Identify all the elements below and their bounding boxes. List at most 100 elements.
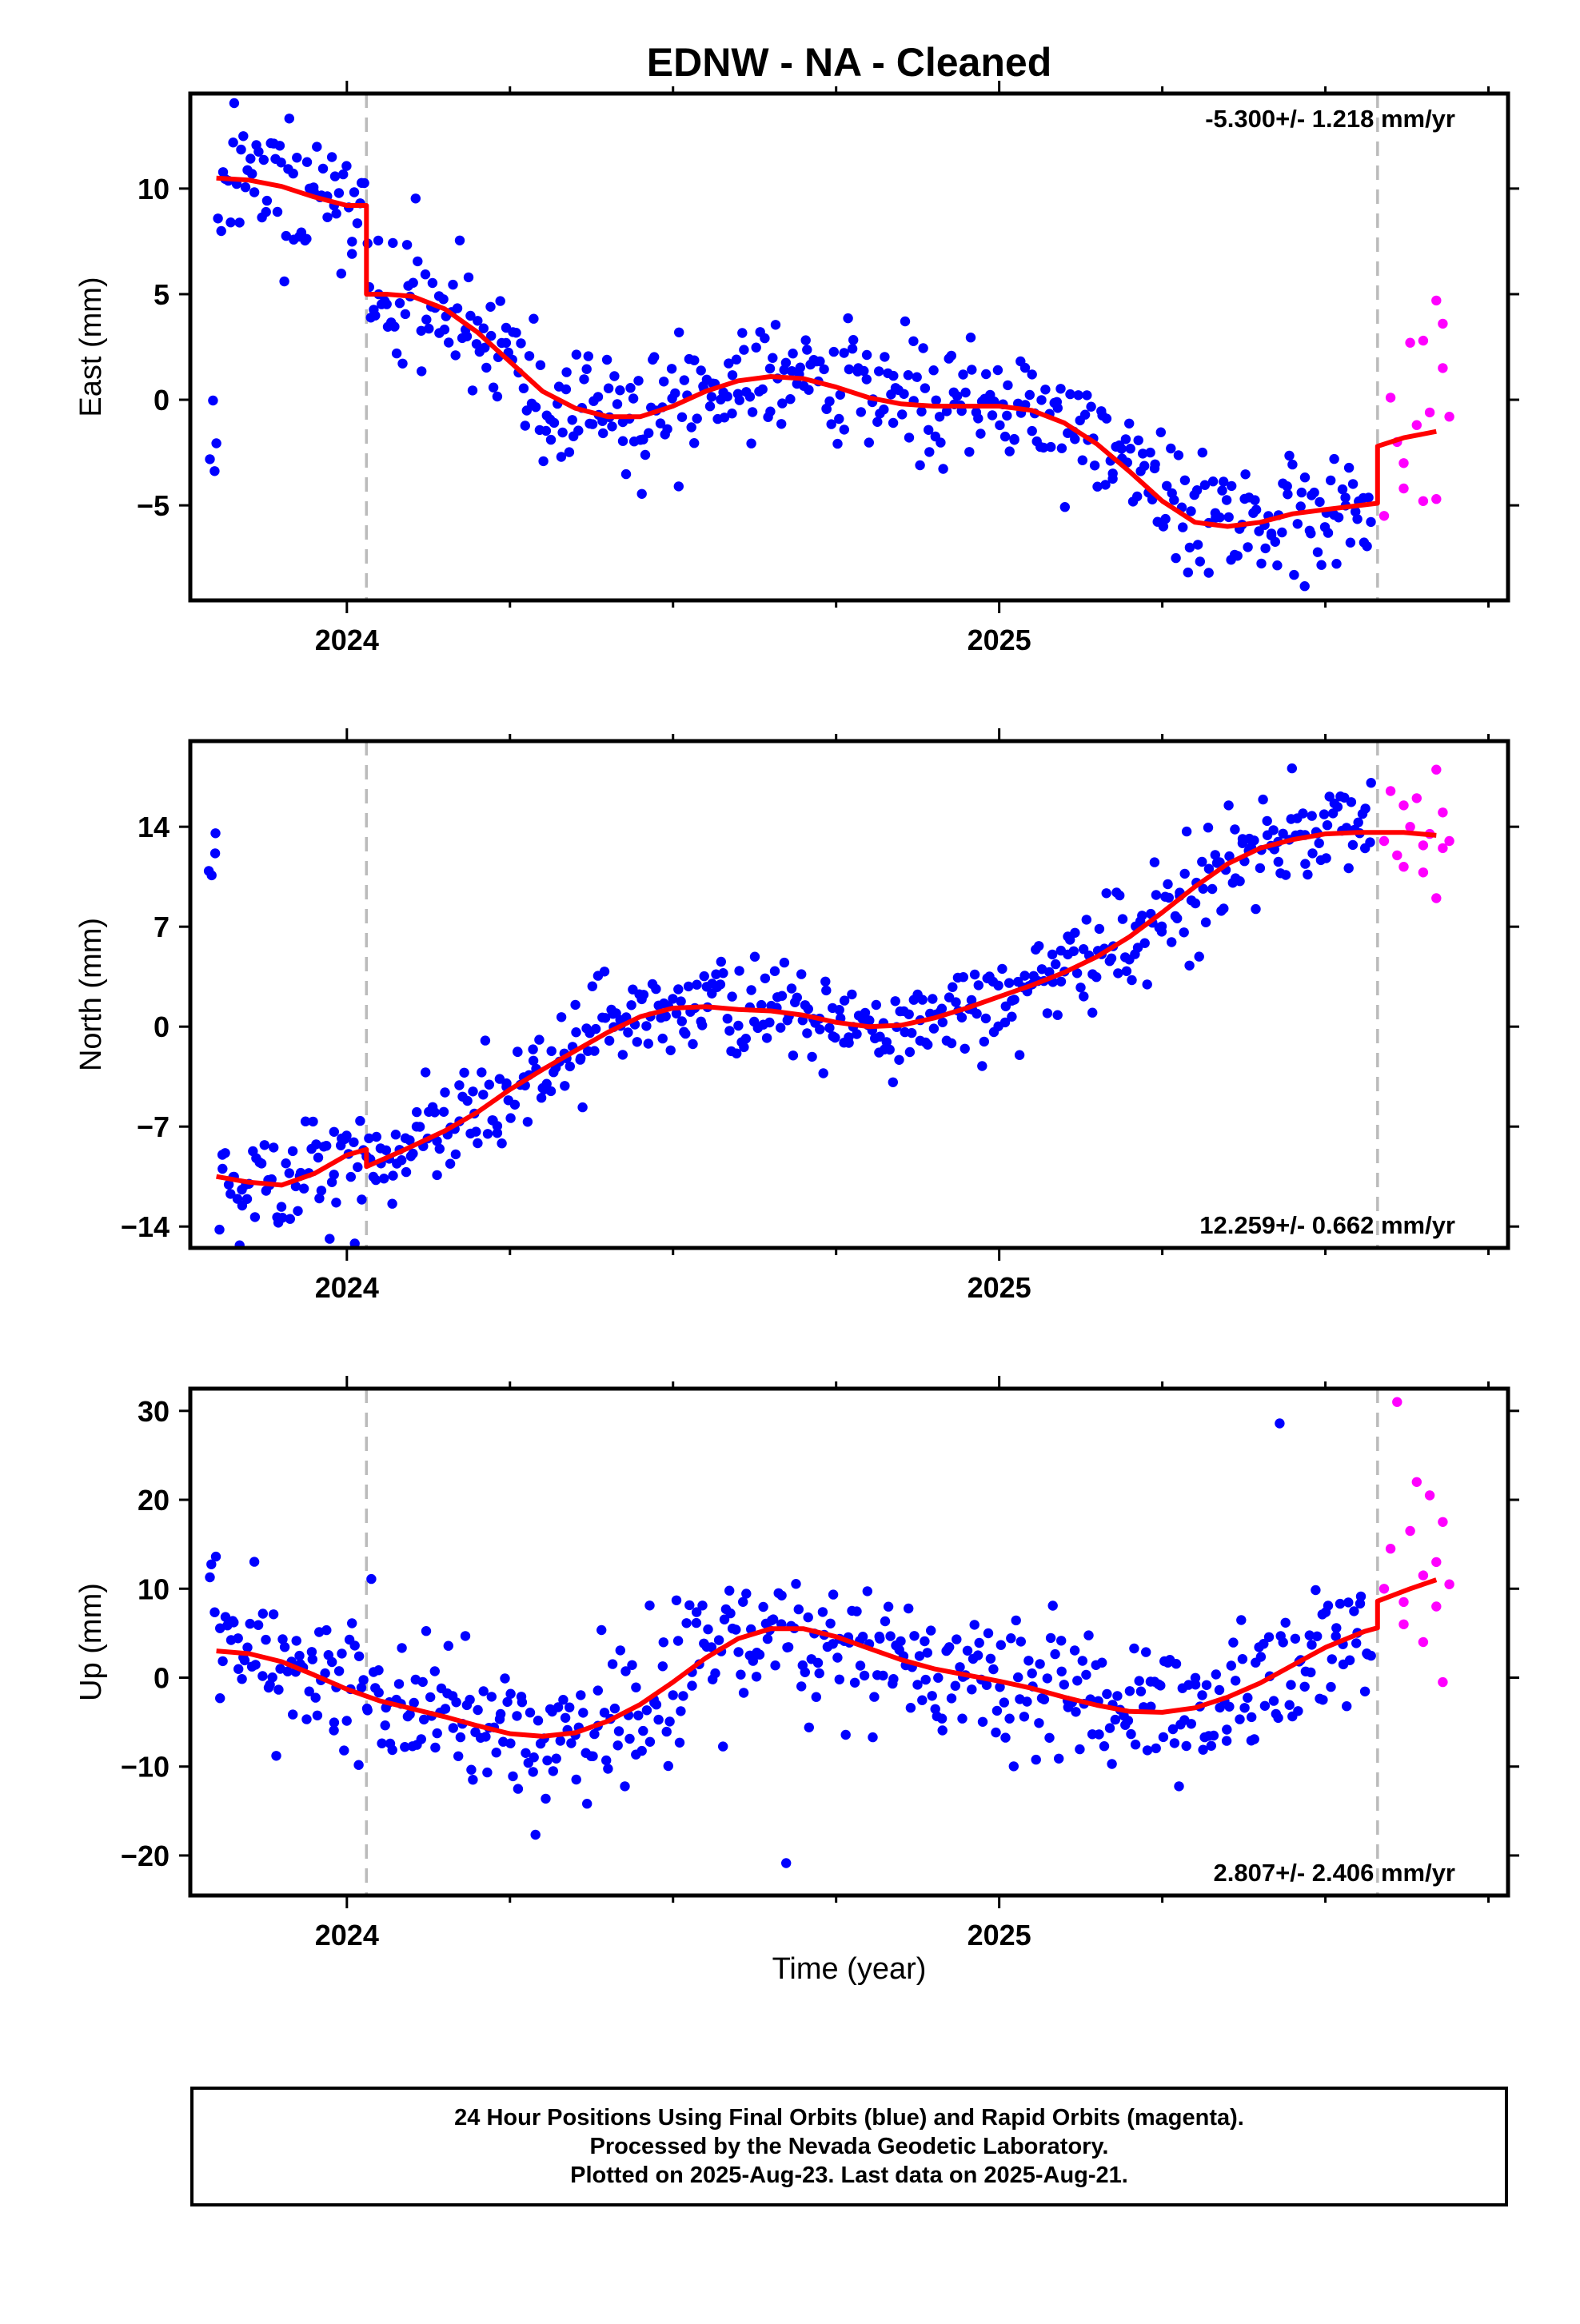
final-orbit-point — [938, 464, 948, 474]
final-orbit-point — [308, 1116, 318, 1127]
final-orbit-point — [852, 1606, 862, 1616]
final-orbit-point — [847, 344, 858, 354]
final-orbit-point — [1286, 1680, 1296, 1690]
final-orbit-point — [969, 969, 980, 980]
final-orbit-point — [687, 1680, 697, 1691]
final-orbit-point — [731, 1624, 741, 1635]
final-orbit-point — [522, 1117, 533, 1127]
final-orbit-point — [1071, 968, 1083, 979]
final-orbit-point — [739, 345, 749, 355]
rapid-orbit-point — [1431, 893, 1442, 903]
final-orbit-point — [912, 1680, 923, 1690]
final-orbit-point — [301, 157, 313, 167]
final-orbit-point — [719, 1614, 730, 1624]
final-orbit-point — [1171, 1659, 1182, 1669]
final-orbit-point — [928, 365, 939, 376]
final-orbit-point — [397, 358, 408, 369]
final-orbit-point — [1284, 1700, 1295, 1710]
final-orbit-point — [888, 1674, 899, 1684]
final-orbit-point — [760, 333, 770, 344]
final-orbit-point — [1362, 541, 1372, 552]
final-orbit-point — [958, 972, 969, 983]
final-orbit-point — [769, 966, 780, 976]
final-orbit-point — [603, 383, 614, 393]
rapid-orbit-point — [1418, 840, 1429, 851]
final-orbit-point — [718, 1741, 728, 1752]
final-orbit-point — [852, 1029, 862, 1039]
final-orbit-point — [542, 1755, 553, 1766]
final-orbit-point — [620, 1666, 631, 1676]
final-orbit-point — [545, 1086, 557, 1097]
x-tick-label: 2025 — [968, 624, 1031, 656]
final-orbit-point — [488, 382, 499, 393]
final-orbit-point — [1051, 959, 1061, 970]
final-orbit-point — [558, 1695, 569, 1705]
final-orbit-point — [1078, 944, 1089, 955]
final-orbit-point — [347, 249, 357, 259]
final-orbit-point — [524, 351, 535, 361]
final-orbit-point — [557, 427, 568, 438]
final-orbit-point — [814, 1668, 824, 1679]
final-orbit-point — [576, 1053, 586, 1064]
rapid-orbit-point — [1405, 1525, 1415, 1537]
final-orbit-point — [261, 1634, 271, 1645]
final-orbit-point — [1352, 514, 1363, 524]
final-orbit-point — [416, 325, 426, 336]
final-orbit-point — [553, 1702, 564, 1712]
final-orbit-point — [1272, 560, 1283, 571]
final-orbit-point — [1340, 492, 1351, 503]
final-orbit-point — [1197, 447, 1208, 458]
final-orbit-point — [976, 429, 986, 439]
final-orbit-point — [1293, 1706, 1303, 1716]
final-orbit-point — [1146, 1701, 1156, 1712]
final-orbit-point — [1312, 1631, 1323, 1641]
final-orbit-point — [284, 1168, 294, 1178]
final-orbit-point — [298, 1183, 309, 1194]
final-orbit-point — [538, 456, 549, 467]
rapid-orbit-point — [1411, 420, 1422, 430]
rapid-orbit-point — [1411, 793, 1422, 803]
final-orbit-point — [491, 1748, 501, 1758]
final-orbit-point — [979, 1036, 990, 1047]
final-orbit-point — [1055, 384, 1066, 394]
final-orbit-point — [946, 350, 957, 361]
final-orbit-point — [628, 393, 639, 404]
final-orbit-point — [796, 1681, 807, 1692]
final-orbit-point — [1027, 1668, 1037, 1679]
final-orbit-point — [1171, 552, 1181, 564]
final-orbit-point — [440, 1704, 451, 1714]
final-orbit-point — [549, 417, 560, 429]
final-orbit-point — [239, 1655, 250, 1666]
final-orbit-point — [657, 1033, 668, 1044]
final-orbit-point — [1151, 890, 1162, 900]
final-orbit-point — [341, 161, 352, 171]
final-orbit-point — [1082, 390, 1092, 401]
final-orbit-point — [1106, 953, 1117, 964]
final-orbit-point — [1256, 558, 1267, 569]
final-orbit-point — [529, 1752, 539, 1763]
final-orbit-point — [912, 372, 922, 382]
final-orbit-point — [972, 1008, 982, 1019]
final-orbit-point — [1142, 1745, 1153, 1756]
final-orbit-point — [934, 412, 945, 422]
final-orbit-point — [1331, 559, 1342, 569]
final-orbit-point — [1260, 543, 1271, 554]
rapid-orbit-point — [1431, 1601, 1442, 1612]
final-orbit-point — [972, 1650, 984, 1660]
final-orbit-point — [1200, 917, 1211, 927]
final-orbit-point — [804, 385, 814, 395]
final-orbit-point — [1273, 856, 1284, 867]
final-orbit-point — [1086, 401, 1096, 412]
final-orbit-point — [272, 206, 283, 217]
final-orbit-point — [599, 967, 610, 977]
final-orbit-point — [821, 404, 832, 414]
final-orbit-point — [293, 1206, 303, 1217]
final-orbit-point — [832, 1652, 843, 1663]
final-orbit-point — [269, 1142, 279, 1153]
final-orbit-point — [779, 957, 790, 968]
final-orbit-point — [413, 256, 423, 267]
final-orbit-point — [848, 335, 859, 345]
final-orbit-point — [704, 401, 716, 412]
final-orbit-point — [684, 1600, 695, 1611]
final-orbit-point — [612, 399, 623, 409]
